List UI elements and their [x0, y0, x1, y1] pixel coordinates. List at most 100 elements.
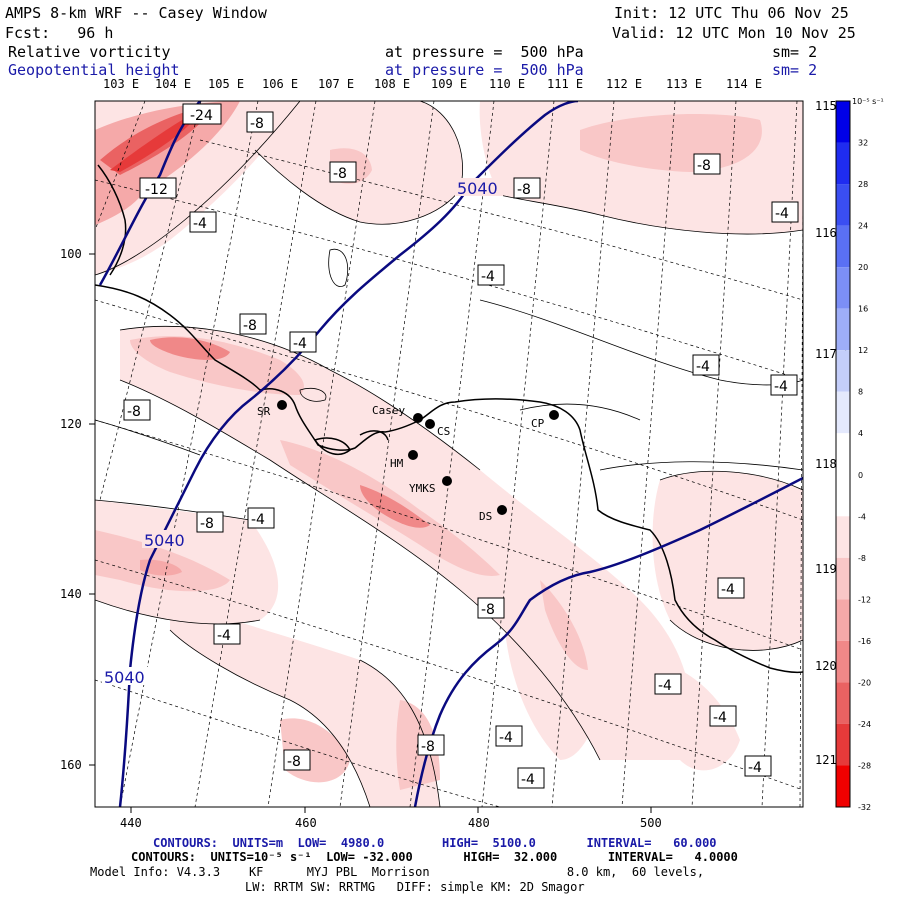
station-markers [277, 400, 559, 515]
colorbar-swatch [836, 433, 850, 475]
colorbar-swatch [836, 640, 850, 683]
lon-label: 112 E [606, 77, 643, 91]
colorbar-swatch [836, 308, 850, 351]
lon-label: 110 E [489, 77, 526, 91]
vort-label: -8 [243, 318, 257, 334]
y-tick: 120 [60, 417, 82, 431]
vort-label: -4 [521, 772, 535, 788]
station-label-casey: Casey [372, 404, 405, 417]
lon-label: 113 E [666, 77, 703, 91]
station-label-ymks: YMKS [409, 482, 436, 495]
vort-label: -12 [145, 182, 168, 198]
lon-label: 114 E [726, 77, 763, 91]
colorbar-label: 4 [858, 429, 863, 438]
lon-label: 111 E [547, 77, 584, 91]
vort-label: -8 [517, 182, 531, 198]
map-title: AMPS 8-km WRF -- Casey Window [5, 4, 267, 22]
vort-label: -8 [287, 754, 301, 770]
colorbar-frame [835, 100, 851, 808]
vort-label: -4 [499, 730, 513, 746]
station-label-cp: CP [531, 417, 545, 430]
x-tick: 480 [468, 816, 490, 830]
y-tick: 140 [60, 587, 82, 601]
vort-label: -8 [250, 116, 264, 132]
colorbar-label: -12 [858, 595, 871, 604]
vort-label: -4 [481, 269, 495, 285]
axis-ticks: 100 120 140 160 440 460 480 500 [60, 247, 662, 830]
vort-label: -4 [696, 359, 710, 375]
colorbar-label: 16 [858, 305, 868, 314]
height-contour-info: CONTOURS: UNITS=m LOW= 4980.0 HIGH= 5100… [153, 836, 717, 850]
colorbar-swatch [836, 516, 850, 558]
lon-label: 103 E [103, 77, 140, 91]
tick-marks [89, 253, 652, 813]
colorbar-swatch [836, 765, 850, 807]
model-info: Model Info: V4.3.3 KF MYJ PBL Morrison 8… [90, 865, 705, 879]
model-physics: LW: RRTM SW: RRTMG DIFF: simple KM: 2D S… [245, 880, 585, 894]
colorbar-units: 10⁻⁵ s⁻¹ [852, 97, 884, 106]
vort-label: -8 [127, 404, 141, 420]
vorticity-labels: -24 -8 -12 -8 -8 -4 -8 -4 -4 -4 -8 -4 -4… [123, 103, 799, 789]
height-label: 5040 [457, 179, 498, 198]
colorbar-label: -4 [858, 512, 866, 521]
colorbar-label: -32 [858, 803, 871, 812]
coastline [95, 164, 803, 674]
station-label-cs: CS [437, 425, 450, 438]
colorbar-label: 24 [858, 222, 868, 231]
lon-label: 107 E [318, 77, 355, 91]
field1-sm: sm= 2 [772, 43, 818, 61]
colorbar-label: -28 [858, 761, 871, 770]
colorbar-label: -16 [858, 637, 871, 646]
station-label-sr: SR [257, 405, 271, 418]
lon-label: 109 E [431, 77, 468, 91]
vort-label: -8 [421, 739, 435, 755]
vort-label: -4 [713, 710, 727, 726]
valid-time: Valid: 12 UTC Mon 10 Nov 25 [612, 24, 856, 42]
vort-label: -4 [658, 678, 672, 694]
forecast-hour: Fcst: 96 h [5, 24, 114, 42]
station-label-ds: DS [479, 510, 492, 523]
height-contours [98, 101, 803, 807]
station-labels: SR Casey CS HM YMKS DS CP [257, 404, 545, 523]
vorticity-contour-info: CONTOURS: UNITS=10⁻⁵ s⁻¹ LOW= -32.000 HI… [131, 850, 738, 864]
vort-label: -4 [293, 336, 307, 352]
field2-level: at pressure = 500 hPa [385, 61, 584, 79]
vort-label: -4 [251, 512, 265, 528]
colorbar: 32 28 24 20 16 12 8 4 0 -4 -8 -12 -16 -20 -24 -28 -32 [835, 100, 871, 812]
vort-label: -4 [775, 206, 789, 222]
height-label: 5040 [144, 531, 185, 550]
colorbar-label: -8 [858, 554, 866, 563]
latlon-grid [95, 101, 803, 807]
colorbar-label: -24 [858, 720, 871, 729]
x-tick: 440 [120, 816, 142, 830]
field2-sm: sm= 2 [772, 61, 818, 79]
colorbar-label: 32 [858, 139, 868, 148]
lon-label: 104 E [155, 77, 192, 91]
colorbar-label: 20 [858, 263, 868, 272]
colorbar-label: 8 [858, 388, 863, 397]
vort-label: -8 [333, 166, 347, 182]
lon-label: 105 E [208, 77, 245, 91]
x-tick: 460 [295, 816, 317, 830]
field2-name: Geopotential height [8, 61, 180, 79]
vort-label: -8 [697, 158, 711, 174]
vort-label: -8 [481, 602, 495, 618]
colorbar-swatch [836, 557, 850, 600]
vort-label: -4 [774, 379, 788, 395]
height-labels: 5040 5040 5040 [102, 178, 503, 687]
lon-label: 108 E [374, 77, 411, 91]
y-tick: 100 [60, 247, 82, 261]
vort-label: -8 [200, 516, 214, 532]
colorbar-swatch [836, 723, 850, 766]
vorticity-shading [95, 101, 803, 807]
vort-label: -24 [190, 108, 213, 124]
lon-label: 106 E [262, 77, 299, 91]
colorbar-swatch [836, 184, 850, 226]
colorbar-swatch [836, 101, 850, 143]
vort-label: -4 [748, 760, 762, 776]
station-label-hm: HM [390, 457, 404, 470]
colorbar-swatch [836, 391, 850, 434]
y-tick: 160 [60, 758, 82, 772]
height-label: 5040 [104, 668, 145, 687]
colorbar-swatch [836, 474, 850, 517]
